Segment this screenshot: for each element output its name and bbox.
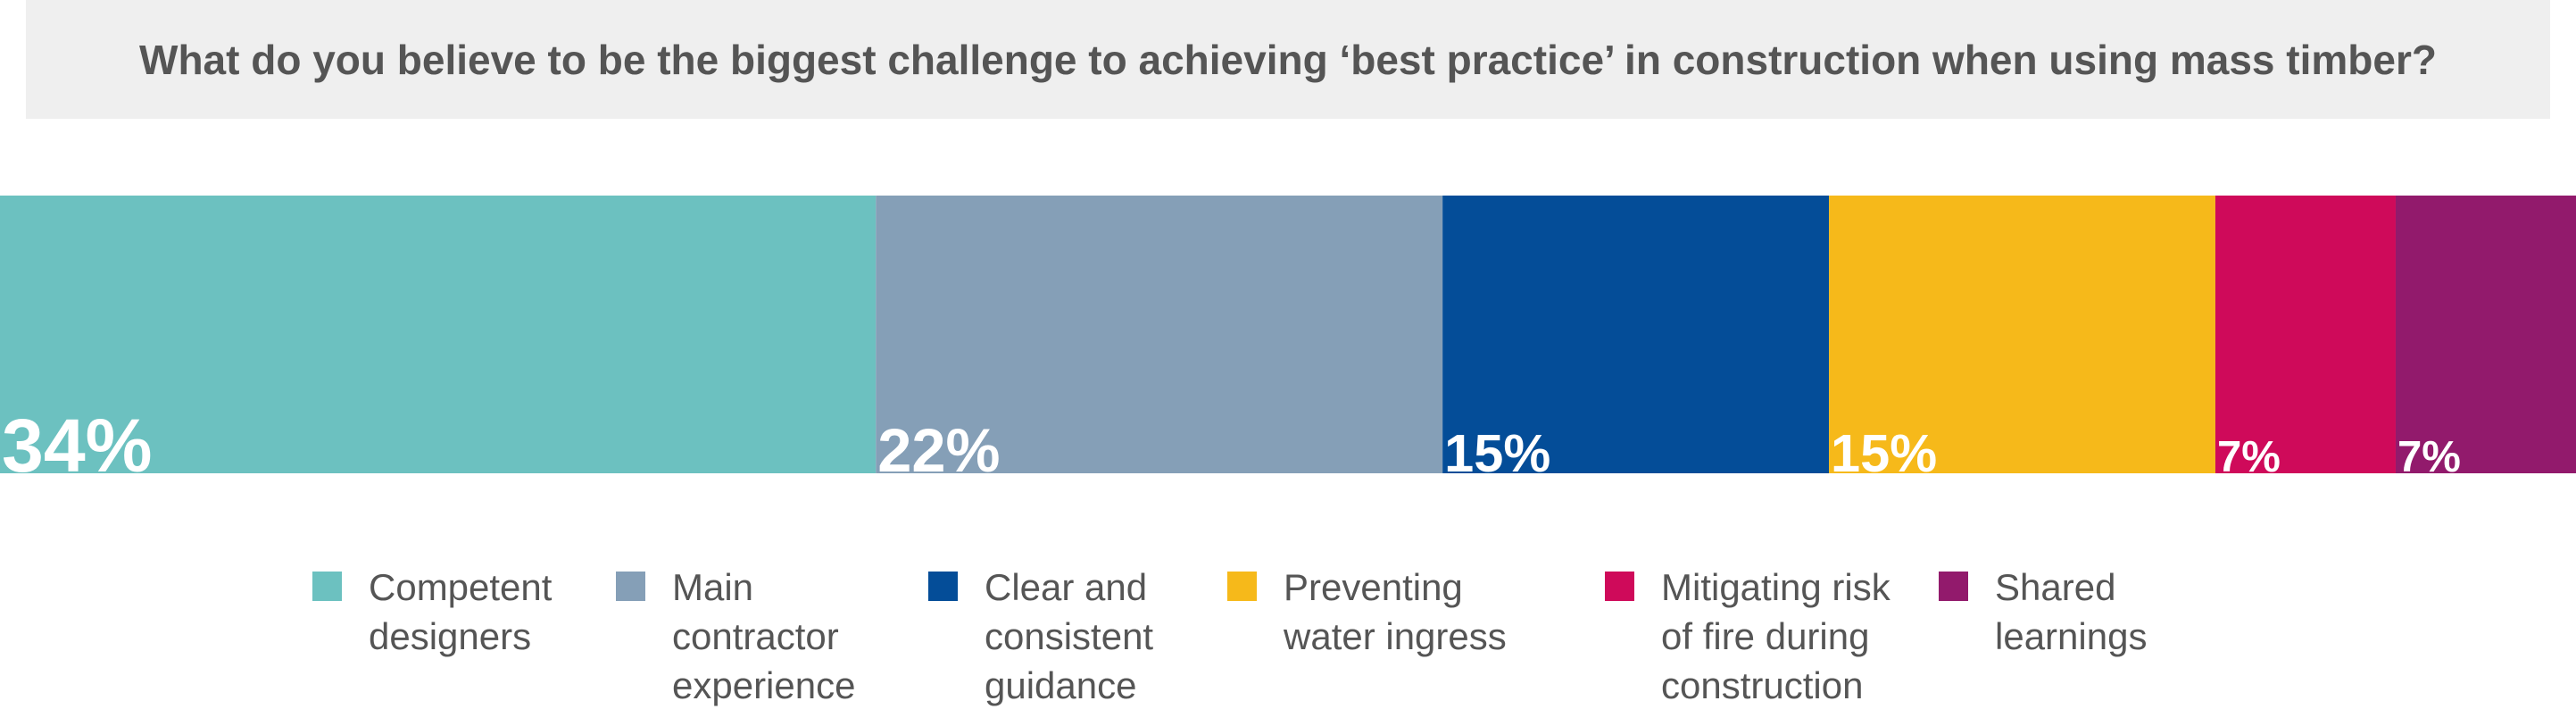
legend-label: Clear and consistent guidance [985, 566, 1154, 706]
legend-label: Mitigating risk of fire during construct… [1661, 566, 1890, 706]
bar-segment [876, 196, 1443, 473]
legend-label: Main contractor experience [672, 566, 856, 706]
legend-label: Shared learnings [1995, 566, 2148, 657]
legend-swatch [1227, 572, 1257, 601]
legend-swatch [1939, 572, 1968, 601]
bar-segment [1829, 196, 2215, 473]
data-label: 22% [877, 416, 1000, 485]
legend-label: Competent designers [369, 566, 553, 657]
data-label: 34% [2, 404, 153, 488]
bar-segment [1442, 196, 1830, 473]
legend-label: Preventing water ingress [1284, 566, 1507, 657]
data-label: 15% [1444, 423, 1550, 483]
bar-segment [2395, 196, 2576, 473]
data-label: 7% [2217, 433, 2281, 481]
data-label: 15% [1831, 423, 1937, 483]
title-box: What do you believe to be the biggest ch… [26, 0, 2550, 119]
legend-swatch [1605, 572, 1634, 601]
legend-swatch [312, 572, 342, 601]
bar-segment [2215, 196, 2396, 473]
data-label: 7% [2397, 433, 2461, 481]
chart-title: What do you believe to be the biggest ch… [139, 36, 2437, 83]
bar-segment [0, 196, 877, 473]
legend-swatch [616, 572, 645, 601]
legend-swatch [928, 572, 958, 601]
